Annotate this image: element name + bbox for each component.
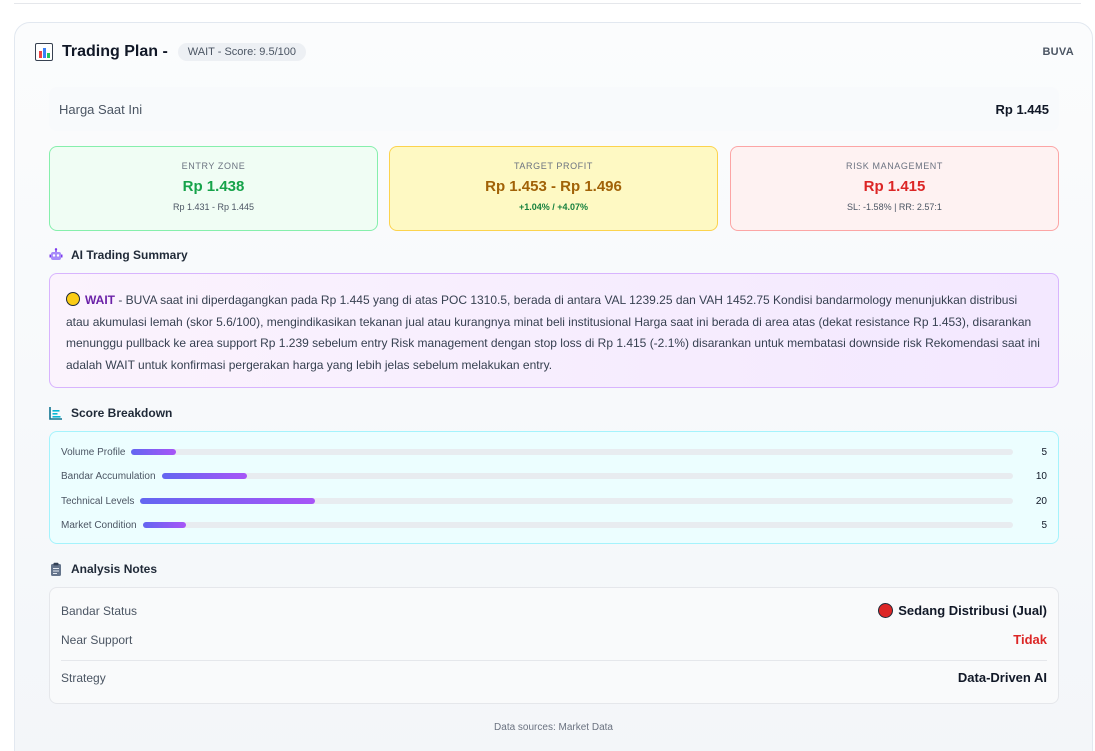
score-breakdown-heading: Score Breakdown xyxy=(49,406,172,420)
ai-summary-heading: AI Trading Summary xyxy=(49,248,188,262)
bandar-status-text: Sedang Distribusi (Jual) xyxy=(898,603,1047,618)
note-row-bandar-status: Bandar Status Sedang Distribusi (Jual) xyxy=(61,603,1047,618)
score-value: 5 xyxy=(1041,519,1047,531)
bandar-status-value: Sedang Distribusi (Jual) xyxy=(878,603,1047,618)
bandar-status-label: Bandar Status xyxy=(61,603,138,618)
analysis-notes-box: Bandar Status Sedang Distribusi (Jual) N… xyxy=(49,587,1059,704)
current-price-label: Harga Saat Ini xyxy=(59,101,143,117)
status-badge: WAIT - Score: 9.5/100 xyxy=(177,43,307,61)
score-row-technical-levels: Technical Levels 20 xyxy=(61,494,1047,508)
entry-zone-value: Rp 1.438 xyxy=(182,178,245,195)
card-title: Trading Plan - xyxy=(62,43,168,60)
score-value: 10 xyxy=(1035,470,1047,482)
risk-management-value: Rp 1.415 xyxy=(863,178,926,195)
entry-zone-range: Rp 1.431 - Rp 1.445 xyxy=(172,202,255,212)
entry-zone-label: ENTRY ZONE xyxy=(181,161,246,171)
score-bar xyxy=(131,449,176,455)
score-bar xyxy=(140,498,315,504)
score-row-market-condition: Market Condition 5 xyxy=(61,518,1047,532)
risk-management-detail: SL: -1.58% | RR: 2.57:1 xyxy=(847,202,942,212)
top-divider xyxy=(14,3,1081,4)
near-support-value: Tidak xyxy=(1013,632,1047,647)
score-breakdown-box: Volume Profile 5 Bandar Accumulation 10 … xyxy=(49,431,1059,544)
score-label: Technical Levels xyxy=(61,495,135,507)
score-row-bandar-accumulation: Bandar Accumulation 10 xyxy=(61,469,1047,483)
target-profit-pct: +1.04% / +4.07% xyxy=(518,202,589,212)
score-label: Market Condition xyxy=(61,519,137,531)
score-track xyxy=(161,473,1013,479)
near-support-label: Near Support xyxy=(61,632,133,647)
analysis-notes-heading: Analysis Notes xyxy=(49,562,157,576)
score-track xyxy=(131,449,1013,455)
yellow-circle-icon xyxy=(66,292,80,306)
target-profit-label: TARGET PROFIT xyxy=(514,161,593,171)
current-price-row: Harga Saat Ini Rp 1.445 xyxy=(49,87,1059,131)
score-label: Volume Profile xyxy=(61,446,126,458)
score-value: 20 xyxy=(1035,495,1047,507)
summary-status: WAIT xyxy=(85,293,115,307)
analysis-notes-title: Analysis Notes xyxy=(71,562,158,576)
notes-divider xyxy=(61,660,1047,661)
score-label: Bandar Accumulation xyxy=(61,470,156,482)
robot-icon xyxy=(49,248,63,262)
score-breakdown-title: Score Breakdown xyxy=(71,406,173,420)
summary-text: - BUVA saat ini diperdagangkan pada Rp 1… xyxy=(66,293,1040,372)
risk-management-label: RISK MANAGEMENT xyxy=(845,161,943,171)
ai-summary-box: WAIT - BUVA saat ini diperdagangkan pada… xyxy=(49,273,1059,388)
ai-summary-title: AI Trading Summary xyxy=(71,248,188,262)
strategy-label: Strategy xyxy=(61,670,106,685)
plan-boxes: ENTRY ZONE Rp 1.438 Rp 1.431 - Rp 1.445 … xyxy=(49,146,1059,231)
current-price-value: Rp 1.445 xyxy=(995,101,1049,117)
strategy-value: Data-Driven AI xyxy=(957,670,1047,685)
bar-chart-icon xyxy=(35,43,53,61)
score-value: 5 xyxy=(1041,446,1047,458)
ticker-label: BUVA xyxy=(1042,46,1074,58)
card-header: Trading Plan - WAIT - Score: 9.5/100 BUV… xyxy=(35,41,1074,63)
note-row-strategy: Strategy Data-Driven AI xyxy=(61,670,1047,685)
target-profit-box: TARGET PROFIT Rp 1.453 - Rp 1.496 +1.04%… xyxy=(389,146,718,231)
red-circle-icon xyxy=(878,603,894,618)
score-track xyxy=(140,498,1013,504)
data-sources-footer: Data sources: Market Data xyxy=(494,722,613,733)
trading-plan-card: Trading Plan - WAIT - Score: 9.5/100 BUV… xyxy=(14,22,1093,751)
entry-zone-box: ENTRY ZONE Rp 1.438 Rp 1.431 - Rp 1.445 xyxy=(49,146,378,231)
target-profit-value: Rp 1.453 - Rp 1.496 xyxy=(485,178,622,195)
clipboard-icon xyxy=(49,562,63,576)
chart-icon xyxy=(49,406,63,420)
score-track xyxy=(142,522,1013,528)
risk-management-box: RISK MANAGEMENT Rp 1.415 SL: -1.58% | RR… xyxy=(730,146,1059,231)
score-row-volume-profile: Volume Profile 5 xyxy=(61,445,1047,459)
note-row-near-support: Near Support Tidak xyxy=(61,632,1047,647)
score-bar xyxy=(161,473,247,479)
score-bar xyxy=(142,522,187,528)
